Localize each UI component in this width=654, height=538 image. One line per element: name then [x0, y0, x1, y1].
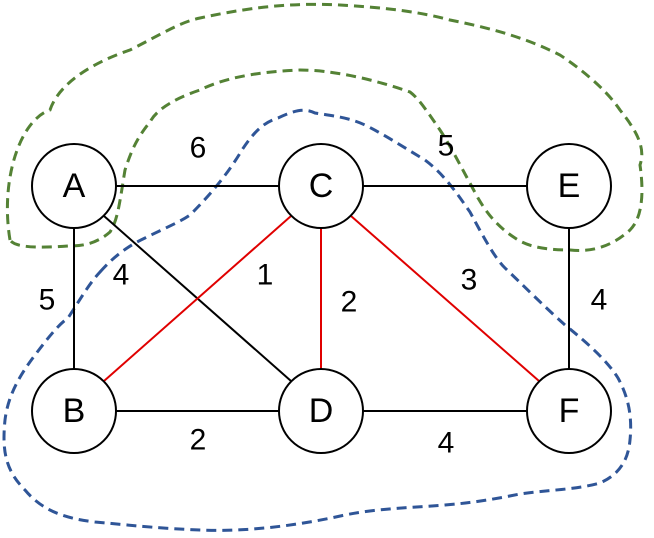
node-label: A [63, 167, 86, 205]
node-label: B [63, 392, 86, 430]
edge-weight: 4 [113, 259, 130, 292]
edge-weight: 4 [591, 284, 608, 317]
node-label: C [309, 167, 334, 205]
edge-weight: 3 [461, 264, 478, 297]
edge [350, 215, 540, 382]
edge-weight: 4 [438, 427, 455, 460]
edge-weight: 2 [341, 286, 358, 319]
node-label: E [558, 167, 581, 205]
green-region [5, 2, 644, 252]
blue-region [2, 108, 633, 532]
edge-weight: 2 [190, 424, 207, 457]
edge-weight: 1 [257, 259, 274, 292]
edge-weight: 5 [438, 130, 455, 163]
edge-labels: 6 5 5 4 1 2 3 4 2 4 [39, 130, 608, 460]
node [278, 368, 364, 454]
edge-weight: 6 [190, 132, 207, 165]
node [278, 143, 364, 229]
node [526, 143, 612, 229]
nodes: A C E B D F [31, 143, 612, 454]
node [526, 368, 612, 454]
node [31, 143, 117, 229]
node-label: F [559, 392, 580, 430]
edge [103, 215, 292, 382]
edges [73, 185, 570, 412]
node-label: D [309, 392, 334, 430]
node [31, 368, 117, 454]
edge-weight: 5 [39, 284, 56, 317]
